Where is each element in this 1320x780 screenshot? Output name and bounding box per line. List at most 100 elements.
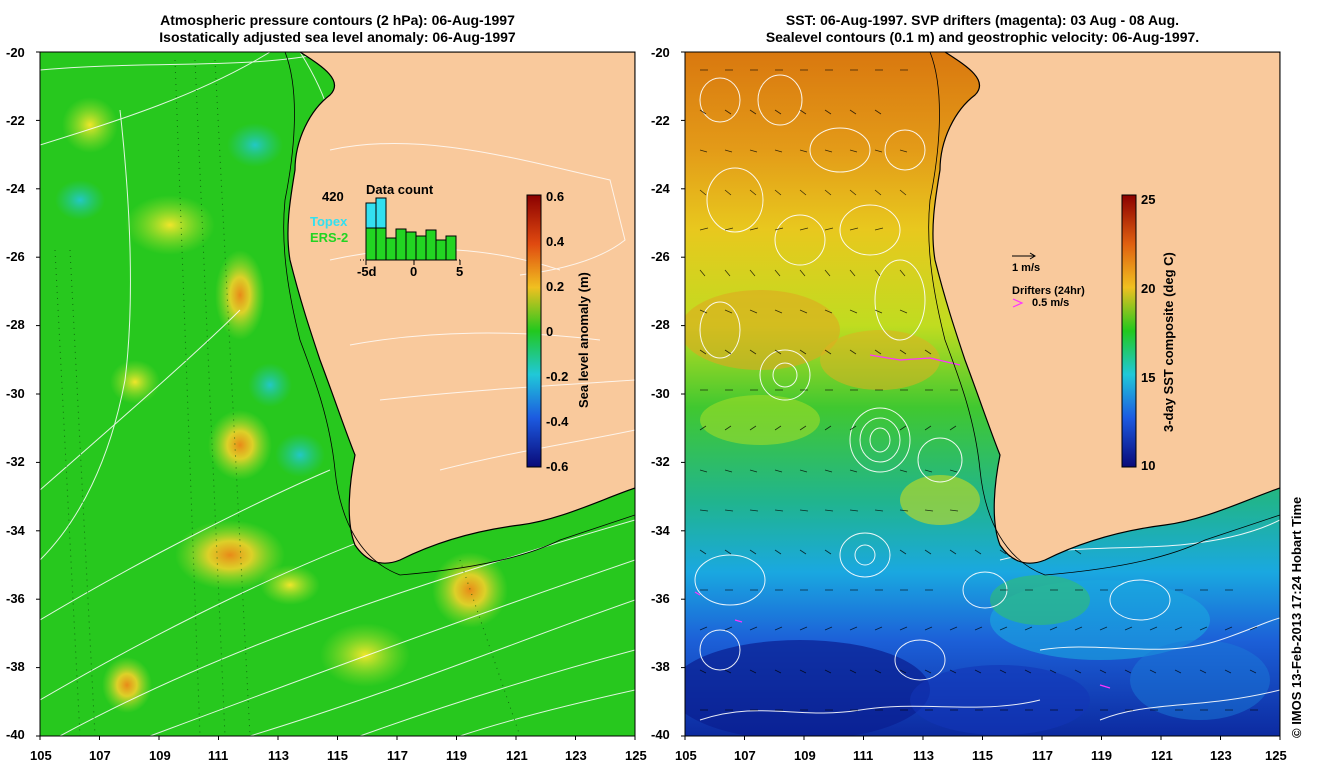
lon-tick-label: 113: [913, 748, 934, 763]
lon-tick-label: 105: [675, 748, 697, 763]
sla-colorbar-tick: -0.2: [546, 369, 569, 384]
drifter-key-title: Drifters (24hr): [1012, 285, 1085, 297]
lon-tick-label: 113: [268, 748, 289, 763]
sla-colorbar-label: Sea level anomaly (m): [576, 272, 591, 408]
land-pressure-contours: [329, 142, 635, 471]
inset-x-tick: 0: [410, 264, 418, 279]
left-map: [40, 52, 635, 736]
ers2-bar: [385, 237, 397, 261]
sst-cold-patch: [685, 640, 930, 736]
sla-anomaly-blob: [432, 552, 508, 628]
lat-tick-label: -32: [6, 454, 25, 469]
inset-x-tick: 5: [456, 264, 464, 279]
lat-tick-label: -40: [6, 727, 25, 742]
lon-tick-label: 107: [89, 748, 111, 763]
sst-colorbar-tick: 20: [1141, 281, 1156, 296]
lat-tick-label: -36: [651, 591, 670, 606]
lat-tick-label: -36: [6, 591, 25, 606]
lon-tick-label: 121: [1151, 748, 1173, 763]
lat-tick-label: -30: [6, 386, 25, 401]
svp-drifter-tracks: [694, 354, 1111, 689]
ers2-bar: [365, 227, 377, 261]
sla-anomaly-blob: [175, 520, 285, 590]
lat-tick-label: -22: [6, 113, 25, 128]
lon-tick-label: 109: [794, 748, 816, 763]
lat-tick-label: -32: [651, 454, 670, 469]
sla-colorbar-tick: 0: [546, 324, 554, 339]
lat-tick-label: -38: [6, 659, 25, 674]
right-title: SST: 06-Aug-1997. SVP drifters (magenta)…: [685, 12, 1280, 46]
lon-tick-label: 105: [30, 748, 52, 763]
lat-tick-label: -30: [651, 386, 670, 401]
sst-colorbar-tick: 10: [1141, 458, 1156, 473]
sst-warm-patch: [990, 575, 1090, 625]
lon-tick-label: 111: [208, 748, 229, 763]
sst-colorbar-tick: 25: [1141, 192, 1156, 207]
lat-tick-label: -38: [651, 659, 670, 674]
ers2-bar: [445, 235, 457, 261]
lat-tick-label: -34: [651, 523, 670, 538]
velocity-key-arrow: [1012, 252, 1036, 260]
ers2-bar: [415, 235, 427, 261]
lat-tick-label: -24: [651, 181, 670, 196]
lon-tick-label: 109: [149, 748, 171, 763]
legend-topex: Topex: [310, 214, 348, 229]
lon-tick-label: 121: [506, 748, 528, 763]
dotted-contours: [54, 59, 521, 736]
sst-warm-patch: [700, 395, 820, 445]
lon-tick-label: 107: [734, 748, 756, 763]
lon-tick-label: 123: [1210, 748, 1232, 763]
inset-count-label: 420: [322, 189, 344, 204]
ers2-bar: [375, 227, 387, 261]
sst-colorbar-tick: 15: [1141, 370, 1156, 385]
drifter-key-value: 0.5 m/s: [1032, 297, 1070, 309]
ers2-bar: [425, 229, 437, 261]
australia-landmass: [932, 52, 1280, 564]
sla-anomaly-blob: [102, 657, 152, 713]
right-title-line2: Sealevel contours (0.1 m) and geostrophi…: [765, 29, 1200, 45]
sla-low-anomaly: [248, 363, 292, 407]
ers2-bar: [405, 231, 417, 261]
lon-tick-label: 125: [1265, 748, 1287, 763]
right-title-line1: SST: 06-Aug-1997. SVP drifters (magenta)…: [785, 12, 1180, 28]
sst-warm-patch: [685, 290, 840, 370]
sla-anomaly-blob: [110, 360, 160, 404]
sla-anomaly-blob: [208, 410, 272, 480]
lon-tick-label: 125: [625, 748, 647, 763]
shelf-break-line: [928, 52, 1280, 576]
sst-warm-patch: [900, 475, 980, 525]
lat-tick-label: -24: [6, 181, 25, 196]
lon-tick-label: 115: [972, 748, 993, 763]
sla-anomaly-blob: [62, 97, 118, 153]
sst-colorbar: [1121, 194, 1137, 468]
sla-low-anomaly: [275, 433, 325, 477]
velocity-key-label: 1 m/s: [1012, 262, 1041, 274]
lon-tick-label: 119: [446, 748, 467, 763]
inset-x-tick: -5d: [357, 264, 377, 279]
lat-tick-label: -34: [6, 523, 25, 538]
drifter-key-arrow: [1012, 298, 1024, 308]
lat-tick-label: -28: [651, 317, 670, 332]
lon-tick-label: 119: [1091, 748, 1112, 763]
lat-tick-label: -40: [651, 727, 670, 742]
left-title: Atmospheric pressure contours (2 hPa): 0…: [40, 12, 635, 46]
ers2-bar: [395, 228, 407, 261]
sst-colorbar-label: 3-day SST composite (deg C): [1161, 252, 1176, 432]
sla-anomaly-blob: [260, 565, 320, 605]
sla-low-anomaly: [227, 123, 283, 167]
shelf-break-line: [283, 52, 635, 576]
sealevel-contours: [694, 74, 1280, 721]
credit-text: © IMOS 13-Feb-2013 17:24 Hobart Time: [1289, 496, 1304, 738]
lon-tick-label: 115: [327, 748, 348, 763]
sla-anomaly-blob: [320, 623, 410, 687]
sst-warm-patch: [820, 330, 940, 390]
sla-colorbar: [526, 194, 542, 468]
lon-tick-label: 123: [565, 748, 587, 763]
lat-tick-label: -20: [6, 45, 25, 60]
lat-tick-label: -20: [651, 45, 670, 60]
sla-colorbar-tick: 0.2: [546, 279, 565, 294]
geostrophic-velocity-arrows: [699, 69, 1258, 711]
lat-tick-label: -26: [6, 249, 25, 264]
lat-tick-label: -22: [651, 113, 670, 128]
